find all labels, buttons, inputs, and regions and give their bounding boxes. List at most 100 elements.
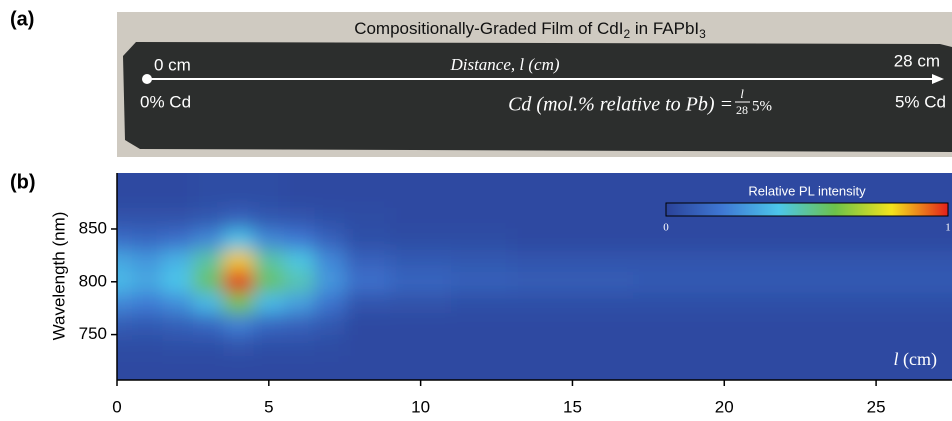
- heat-cell: [390, 250, 451, 272]
- heat-cell: [633, 152, 694, 208]
- heat-cell: [193, 229, 224, 251]
- x-annotation-var: l: [894, 349, 899, 369]
- heat-cell: [254, 356, 285, 402]
- heat-cell: [254, 208, 285, 230]
- x-tick-label: 0: [112, 397, 121, 416]
- heat-cell: [451, 208, 512, 230]
- heat-cell: [284, 229, 315, 251]
- heat-cell: [572, 335, 633, 357]
- heat-cell: [633, 313, 694, 335]
- y-axis-label: Wavelength (nm): [49, 212, 68, 341]
- heat-cell: [223, 313, 254, 335]
- heat-cell: [193, 271, 224, 293]
- heat-cell: [512, 208, 573, 230]
- title-part: in FAPbI: [630, 19, 699, 38]
- heat-cell: [163, 313, 194, 335]
- heat-cell: [694, 292, 755, 314]
- heat-cell: [451, 229, 512, 251]
- page: (a) Compositionally-Graded Film of CdI2 …: [0, 0, 952, 421]
- heat-cell: [694, 335, 755, 357]
- heat-cell: [633, 250, 694, 272]
- heat-cell: [633, 335, 694, 357]
- y-tick-label: 750: [79, 324, 107, 343]
- heat-cell: [572, 292, 633, 314]
- heat-cell: [193, 356, 224, 402]
- heat-cell: [345, 313, 391, 335]
- heat-cell: [572, 208, 633, 230]
- heat-cell: [163, 335, 194, 357]
- heat-cell: [755, 356, 816, 402]
- heat-cell: [694, 356, 755, 402]
- heat-cell: [572, 313, 633, 335]
- heat-cell: [633, 271, 694, 293]
- heat-cell: [512, 356, 573, 402]
- colorbar-tick-label: 1: [945, 222, 951, 234]
- heat-cell: [163, 250, 194, 272]
- heat-cell: [132, 152, 163, 208]
- heat-cell: [284, 292, 315, 314]
- heat-cell: [755, 152, 816, 208]
- heat-cell: [755, 335, 816, 357]
- heat-cell: [163, 229, 194, 251]
- heat-cell: [193, 208, 224, 230]
- heat-cell: [284, 335, 315, 357]
- heat-cell: [132, 208, 163, 230]
- heat-cell: [390, 208, 451, 230]
- heat-cell: [633, 292, 694, 314]
- heat-cell: [390, 292, 451, 314]
- heat-cell: [345, 335, 391, 357]
- heat-cell: [390, 229, 451, 251]
- heat-cell: [132, 250, 163, 272]
- x-annotation: l (cm): [894, 349, 938, 370]
- heat-cell: [193, 152, 224, 208]
- distance-label: Distance, l (cm): [449, 55, 559, 74]
- heat-cell: [572, 271, 633, 293]
- start-dot: [142, 74, 152, 84]
- heat-cell: [345, 356, 391, 402]
- colorbar: [666, 203, 948, 216]
- heat-cell: [314, 356, 345, 402]
- heat-cell: [815, 229, 876, 251]
- heat-cell: [633, 356, 694, 402]
- heat-cell: [314, 208, 345, 230]
- heat-cell: [451, 335, 512, 357]
- heat-cell: [56, 356, 132, 402]
- heat-cell: [132, 271, 163, 293]
- heat-cell: [390, 313, 451, 335]
- heat-cell: [876, 152, 952, 208]
- heat-cell: [815, 356, 876, 402]
- heat-cell: [451, 356, 512, 402]
- heat-cell: [876, 271, 952, 293]
- heat-cell: [572, 229, 633, 251]
- title-part: Compositionally-Graded Film of CdI: [354, 19, 623, 38]
- heat-cell: [193, 313, 224, 335]
- heat-cell: [755, 250, 816, 272]
- heat-cell: [314, 335, 345, 357]
- colorbar-label: Relative PL intensity: [748, 183, 866, 198]
- formula-numerator: l: [740, 86, 744, 101]
- heat-cell: [223, 208, 254, 230]
- start-cd: 0% Cd: [140, 92, 191, 111]
- heat-cell: [815, 250, 876, 272]
- heat-cell: [694, 229, 755, 251]
- heat-cell: [132, 229, 163, 251]
- heat-cell: [876, 313, 952, 335]
- figure: (a) Compositionally-Graded Film of CdI2 …: [0, 0, 952, 421]
- formula-rhs: 5%: [752, 98, 772, 114]
- heat-cell: [314, 152, 345, 208]
- heat-cell: [755, 271, 816, 293]
- heat-cell: [345, 271, 391, 293]
- heat-cell: [284, 250, 315, 272]
- heat-cell: [223, 292, 254, 314]
- title-subscript: 3: [699, 27, 706, 41]
- heat-cell: [390, 335, 451, 357]
- panel-label: (b): [10, 171, 36, 193]
- heat-cell: [345, 229, 391, 251]
- x-tick-label: 15: [563, 397, 582, 416]
- heat-cell: [223, 271, 254, 293]
- heat-cell: [755, 292, 816, 314]
- heat-cell: [755, 229, 816, 251]
- heat-cell: [390, 152, 451, 208]
- formula-denominator: 28: [736, 103, 748, 117]
- heat-cell: [193, 292, 224, 314]
